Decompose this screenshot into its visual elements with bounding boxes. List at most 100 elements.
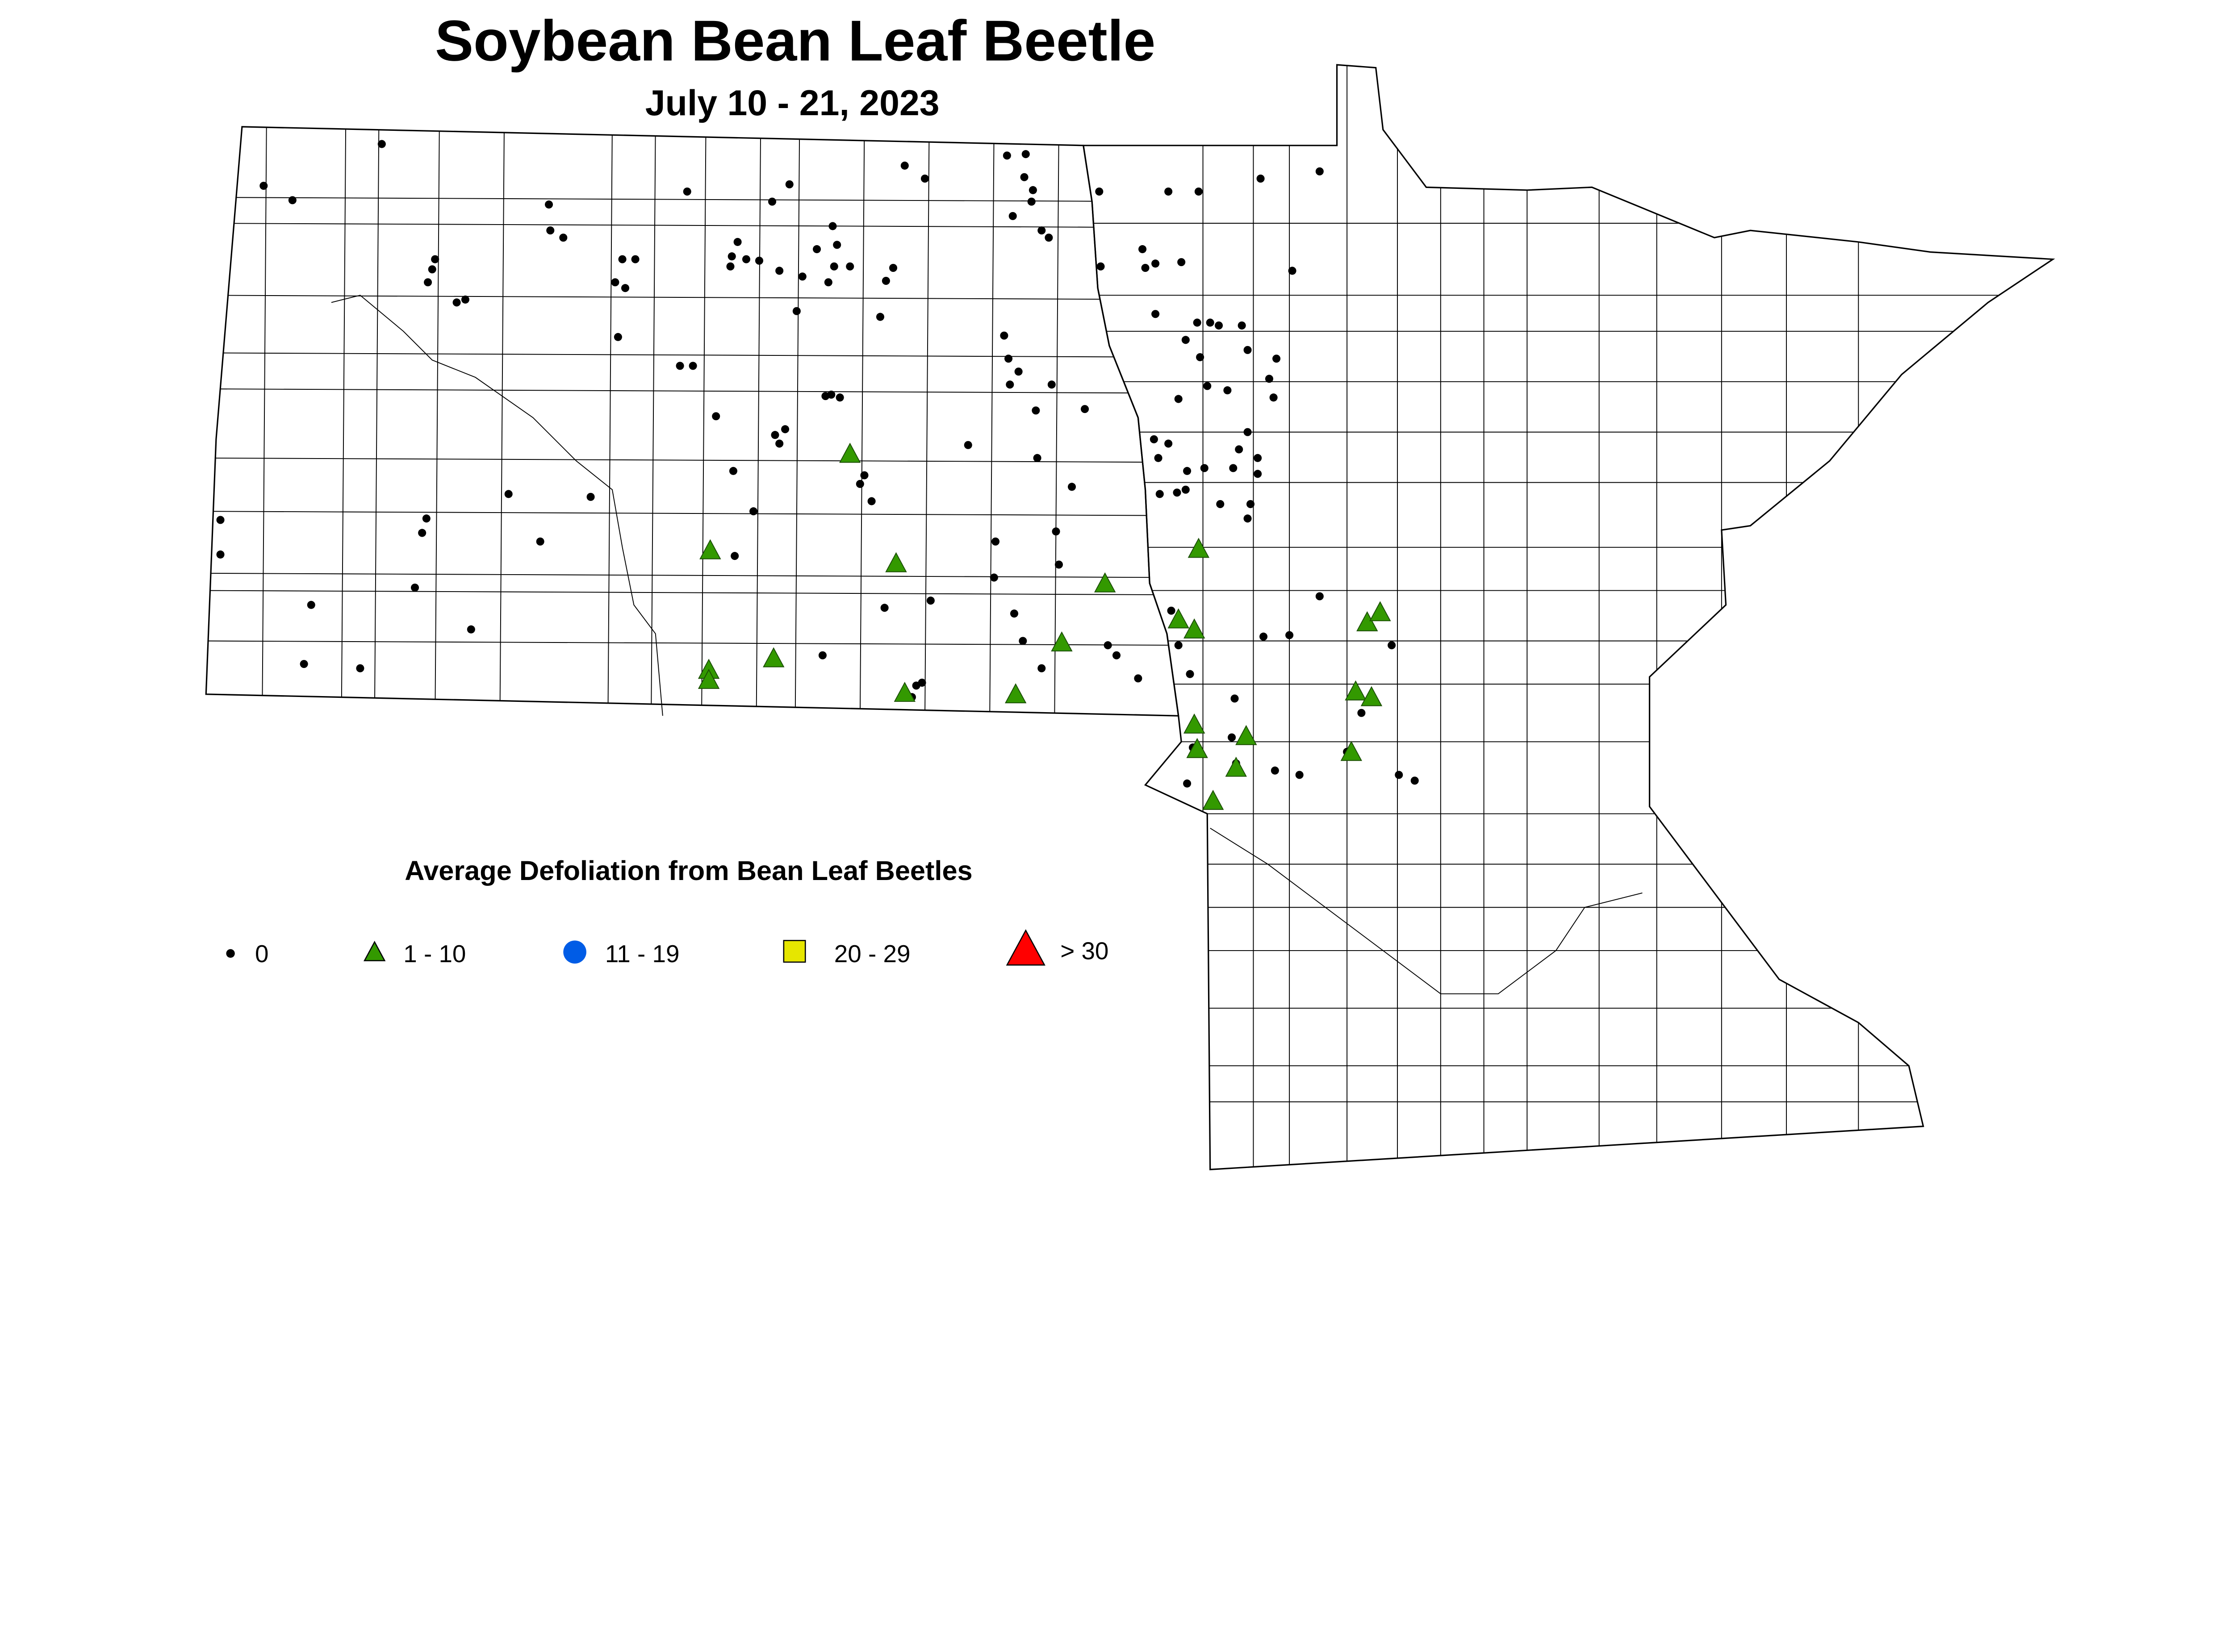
zero-defoliation-point xyxy=(1027,197,1036,206)
zero-defoliation-point xyxy=(876,313,885,321)
zero-defoliation-point xyxy=(1229,464,1238,472)
zero-defoliation-point xyxy=(1104,641,1112,650)
county-boundary xyxy=(206,352,1179,358)
zero-defoliation-point xyxy=(689,362,697,370)
county-boundary xyxy=(924,126,930,716)
zero-defoliation-point xyxy=(1052,527,1060,536)
zero-defoliation-point xyxy=(836,393,844,402)
zero-defoliation-point xyxy=(461,295,469,304)
legend-label: 11 - 19 xyxy=(605,940,680,968)
zero-defoliation-point xyxy=(1067,483,1076,491)
county-boundary xyxy=(795,126,800,716)
zero-defoliation-point xyxy=(1238,321,1246,330)
map-title: Soybean Bean Leaf Beetle xyxy=(435,8,1155,73)
minnesota-outline xyxy=(1083,64,2054,1170)
county-boundary xyxy=(206,457,1179,463)
legend-item-2: 11 - 19 xyxy=(563,940,679,968)
zero-defoliation-point xyxy=(1033,454,1041,462)
county-boundary xyxy=(206,388,1179,394)
zero-defoliation-point xyxy=(1214,321,1223,330)
low-defoliation-point xyxy=(1051,631,1073,652)
zero-defoliation-point xyxy=(1081,405,1089,413)
zero-defoliation-point xyxy=(882,276,890,285)
zero-defoliation-point xyxy=(1269,393,1278,402)
zero-defoliation-point xyxy=(712,412,720,421)
legend-yellow-square-symbol xyxy=(783,940,806,963)
zero-defoliation-point xyxy=(1047,380,1056,389)
zero-defoliation-point xyxy=(411,584,419,592)
zero-defoliation-point xyxy=(1254,470,1262,478)
zero-defoliation-point xyxy=(813,245,821,254)
zero-defoliation-point xyxy=(216,516,225,524)
legend-item-4: > 30 xyxy=(1006,929,1108,966)
zero-defoliation-point xyxy=(1196,353,1204,362)
zero-defoliation-point xyxy=(259,182,268,190)
zero-defoliation-point xyxy=(728,252,736,261)
county-boundary xyxy=(206,572,1179,578)
county-boundary xyxy=(499,126,505,716)
zero-defoliation-point xyxy=(1014,367,1023,376)
county-boundary xyxy=(989,126,995,716)
zero-defoliation-point xyxy=(867,497,876,505)
zero-defoliation-point xyxy=(742,255,751,263)
low-defoliation-point xyxy=(1340,741,1363,761)
zero-defoliation-point xyxy=(1174,641,1183,650)
zero-defoliation-point xyxy=(1295,771,1304,779)
low-defoliation-point xyxy=(1369,601,1391,622)
zero-defoliation-point xyxy=(1193,318,1201,327)
legend: Average Defoliation from Bean Leaf Beetl… xyxy=(226,855,1108,968)
county-boundary xyxy=(341,126,347,716)
low-defoliation-point xyxy=(698,668,720,689)
zero-defoliation-point xyxy=(1395,771,1403,779)
legend-blue-circle-symbol xyxy=(563,940,586,964)
zero-defoliation-point xyxy=(1315,592,1324,601)
zero-defoliation-point xyxy=(452,298,461,307)
zero-defoliation-point xyxy=(300,660,308,668)
zero-defoliation-point xyxy=(726,262,735,271)
zero-defoliation-point xyxy=(1138,245,1147,254)
zero-defoliation-point xyxy=(920,174,929,183)
defoliation-map: Soybean Bean Leaf Beetle July 10 - 21, 2… xyxy=(205,8,2054,1170)
zero-defoliation-point xyxy=(467,625,475,634)
zero-defoliation-point xyxy=(991,537,1000,546)
zero-defoliation-point xyxy=(1021,150,1030,159)
legend-label: 0 xyxy=(255,940,268,968)
zero-defoliation-point xyxy=(621,284,630,292)
zero-defoliation-point xyxy=(545,200,553,209)
zero-defoliation-point xyxy=(828,222,837,230)
legend-green-triangle-symbol xyxy=(363,940,386,961)
zero-defoliation-point xyxy=(1203,382,1212,390)
legend-item-3: 20 - 29 xyxy=(783,940,910,968)
zero-defoliation-point xyxy=(1032,406,1040,415)
zero-defoliation-point xyxy=(618,255,627,263)
county-boundary xyxy=(206,511,1179,516)
county-boundary xyxy=(651,126,656,716)
low-defoliation-point xyxy=(1094,572,1116,592)
zero-defoliation-point xyxy=(1154,454,1162,462)
zero-defoliation-point xyxy=(775,439,784,448)
zero-defoliation-point xyxy=(830,262,838,271)
zero-defoliation-point xyxy=(1164,187,1173,196)
county-boundary xyxy=(262,126,267,716)
zero-defoliation-point xyxy=(1134,674,1142,683)
zero-defoliation-point xyxy=(1155,490,1164,498)
zero-defoliation-point xyxy=(676,362,684,370)
zero-defoliation-point xyxy=(418,529,427,537)
zero-defoliation-point xyxy=(1271,766,1279,775)
zero-defoliation-point xyxy=(785,180,794,188)
zero-defoliation-point xyxy=(1037,664,1046,672)
zero-defoliation-point xyxy=(1254,454,1262,462)
low-defoliation-point xyxy=(885,552,907,572)
zero-defoliation-point xyxy=(731,552,739,560)
zero-defoliation-point xyxy=(431,255,439,263)
zero-defoliation-point xyxy=(918,678,926,687)
zero-defoliation-point xyxy=(1181,336,1190,344)
zero-defoliation-point xyxy=(424,278,432,287)
zero-defoliation-point xyxy=(1029,186,1037,194)
zero-defoliation-point xyxy=(1183,467,1192,475)
zero-defoliation-point xyxy=(824,278,832,287)
low-defoliation-point xyxy=(1183,713,1205,734)
zero-defoliation-point xyxy=(614,333,622,341)
zero-defoliation-point xyxy=(1010,609,1019,618)
low-defoliation-point xyxy=(763,647,785,667)
